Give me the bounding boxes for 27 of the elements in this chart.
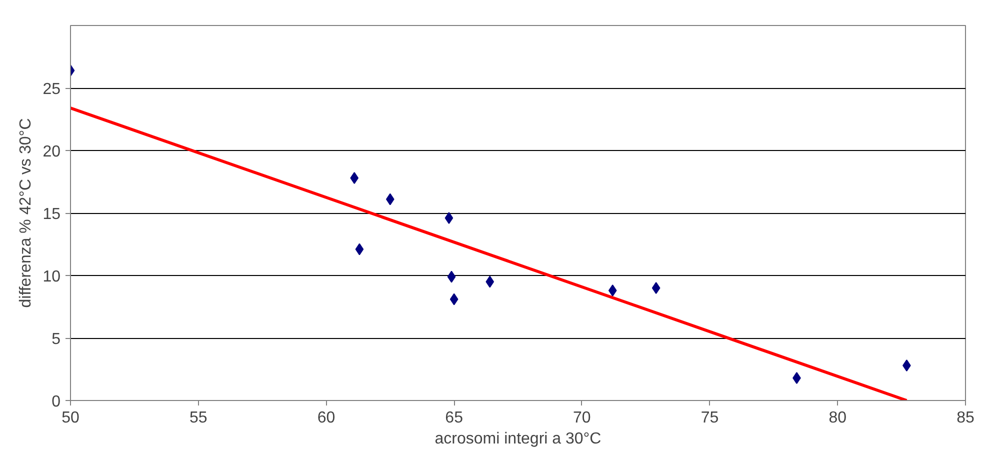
- y-tick-label: 5: [52, 331, 61, 348]
- x-tick-label: 65: [445, 410, 464, 426]
- x-tick-label: 75: [700, 410, 719, 426]
- point: [450, 293, 458, 306]
- x-tick-label: 55: [189, 410, 208, 426]
- y-tick-label: 15: [42, 206, 61, 223]
- point: [792, 372, 801, 384]
- x-tick-label: 70: [573, 410, 591, 426]
- x-tick-label: 80: [828, 410, 847, 426]
- point: [902, 360, 911, 372]
- point: [350, 172, 359, 184]
- point: [447, 270, 456, 283]
- y-tick-label: 20: [42, 144, 61, 160]
- x-tick-label: 50: [62, 410, 80, 426]
- point: [486, 276, 494, 288]
- point: [355, 243, 364, 256]
- point: [652, 282, 660, 294]
- point: [444, 212, 454, 224]
- y-tick-label: 25: [42, 81, 61, 98]
- y-tick-label: 0: [52, 394, 61, 410]
- x-tick-label: 85: [956, 410, 974, 426]
- y-axis-title: differenza % 42°C vs 30°C: [18, 118, 35, 308]
- point: [386, 193, 394, 206]
- y-tick-label: 10: [42, 268, 61, 286]
- point: [608, 284, 617, 296]
- x-axis-title: acrosomi integri a 30°C: [434, 430, 602, 448]
- x-tick-label: 60: [317, 410, 336, 426]
